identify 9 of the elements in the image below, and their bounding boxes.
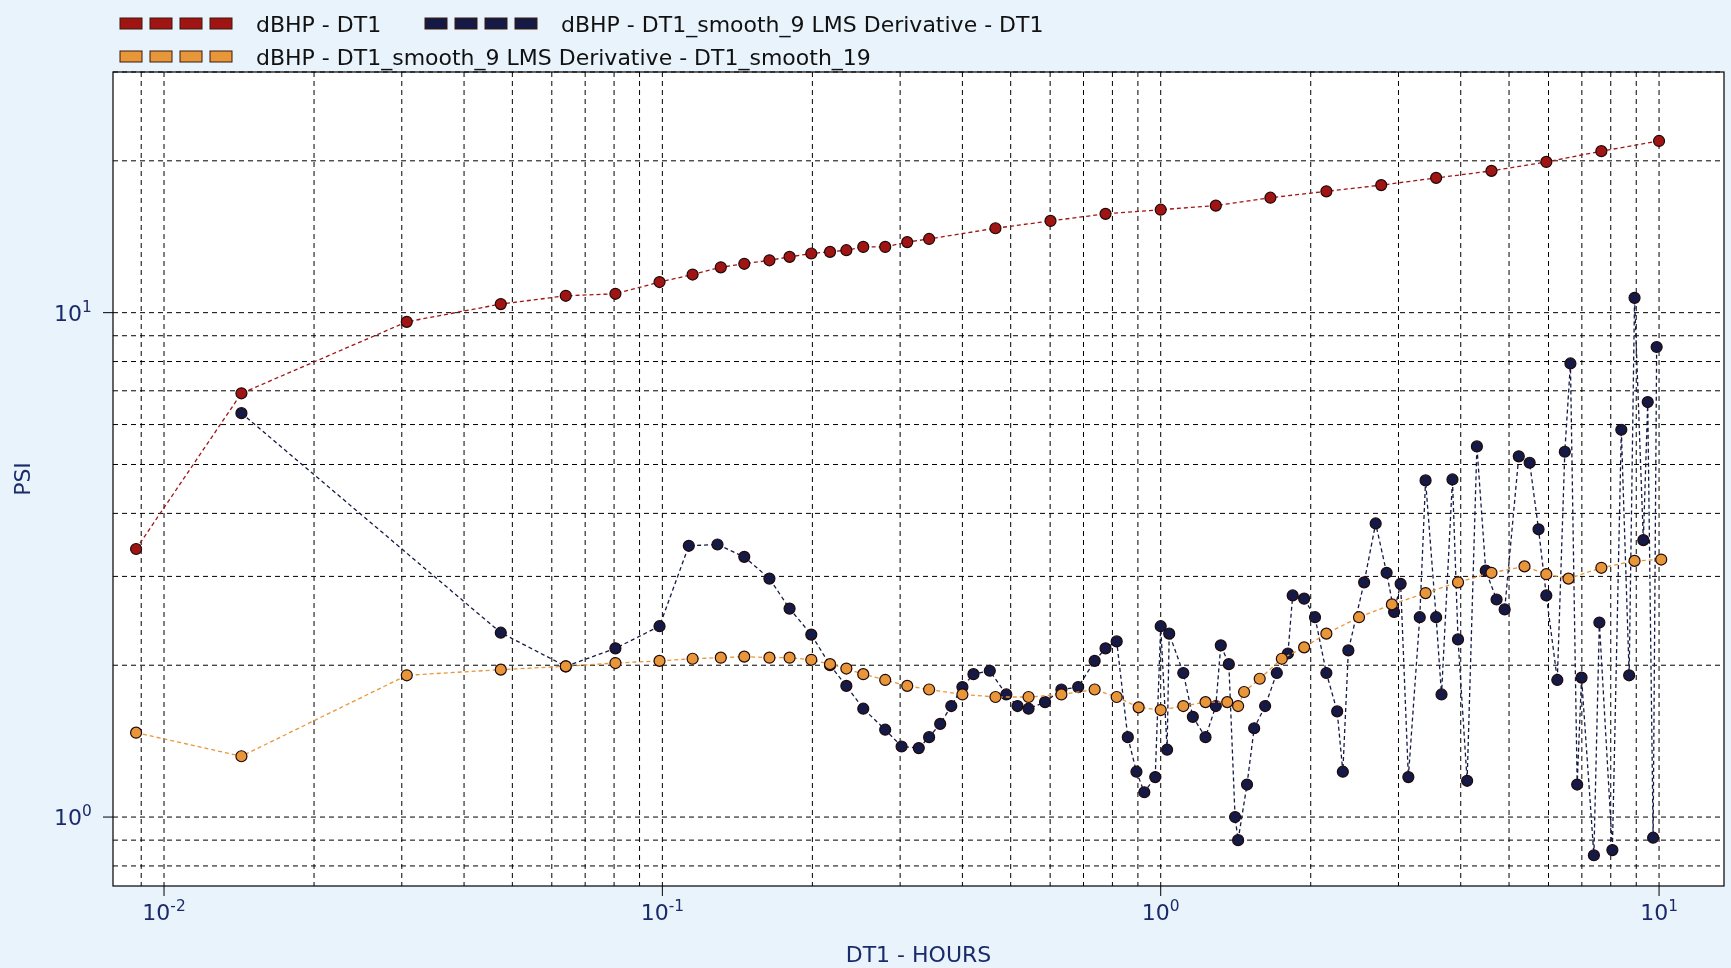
x-tick-label: 10$^{-2}$: [142, 897, 186, 925]
legend-label: dBHP - DT1_smooth_9 LMS Derivative - DT1_smooth_19: [256, 45, 871, 71]
y-axis-title: PSI: [10, 462, 35, 496]
legend-label: dBHP - DT1_smooth_9 LMS Derivative - DT1: [561, 12, 1044, 38]
legend-label: dBHP - DT1: [256, 12, 382, 37]
x-tick-label: 10$^{1}$: [1640, 897, 1678, 925]
x-tick-label: 10$^{-1}$: [640, 897, 685, 925]
x-tick-label: 10$^{0}$: [1141, 897, 1180, 925]
x-axis-title: DT1 - HOURS: [845, 942, 992, 967]
